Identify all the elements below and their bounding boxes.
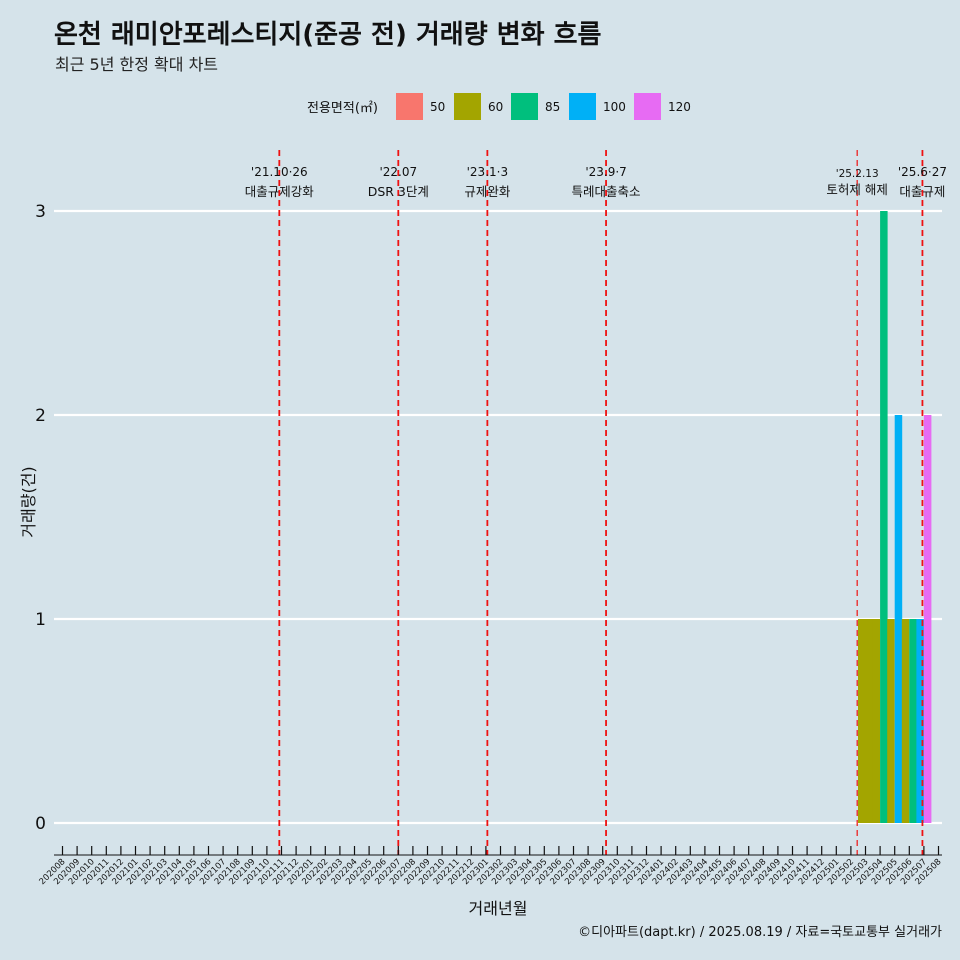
chart-subtitle: 최근 5년 한정 확대 차트 <box>55 55 218 74</box>
y-axis-label: 거래량(건) <box>19 466 38 537</box>
bar-202507-120 <box>923 415 932 823</box>
bar-202503-60 <box>858 619 873 823</box>
event-label-3: 특례대출축소 <box>572 184 641 199</box>
legend-label-60: 60 <box>488 100 503 114</box>
y-tick-label-3: 3 <box>35 202 46 222</box>
event-date-3: '23.9·7 <box>585 165 626 179</box>
legend-swatch-120 <box>634 93 661 120</box>
bar-202507-100 <box>916 619 924 823</box>
bar-202506-60 <box>901 619 910 823</box>
y-axis: 0 1 2 3 <box>35 202 46 834</box>
x-axis-label: 거래년월 <box>469 899 528 918</box>
event-lines: '21.10·26 대출규제강화 '22.07 DSR 3단계 '23.1·3 규제완화 '… <box>245 150 947 855</box>
legend-label-50: 50 <box>430 100 445 114</box>
event-date-1: '22.07 <box>379 165 417 179</box>
legend-label-85: 85 <box>545 100 560 114</box>
bar-202504-85 <box>880 211 888 823</box>
legend-title: 전용면적(㎡) <box>307 101 378 116</box>
event-label-4: 토허제 해제 <box>826 182 887 197</box>
legend-swatch-60 <box>454 93 481 120</box>
bar-202504-60 <box>872 619 881 823</box>
event-label-2: 규제완화 <box>464 184 511 199</box>
bar-202506-85 <box>909 619 917 823</box>
legend-swatch-85 <box>511 93 538 120</box>
event-label-0: 대출규제강화 <box>245 184 315 199</box>
y-tick-label-1: 1 <box>35 610 46 630</box>
legend-label-100: 100 <box>603 100 626 114</box>
event-date-5: '25.6·27 <box>898 165 947 179</box>
event-label-5: 대출규제 <box>899 184 945 199</box>
caption: ©디아파트(dapt.kr) / 2025.08.19 / 자료=국토교통부 실… <box>578 925 942 940</box>
event-date-4: '25.2.13 <box>836 168 879 180</box>
event-date-0: '21.10·26 <box>251 165 308 179</box>
event-date-2: '23.1·3 <box>467 165 508 179</box>
legend-swatch-100 <box>569 93 596 120</box>
event-label-1: DSR 3단계 <box>368 184 429 199</box>
legend-label-120: 120 <box>668 100 691 114</box>
y-tick-label-0: 0 <box>35 814 46 834</box>
legend-swatch-50 <box>396 93 423 120</box>
x-axis: 2020082020092020102020112020122021012021… <box>38 846 944 887</box>
bar-202505-100 <box>894 415 903 823</box>
bar-202505-60 <box>887 619 895 823</box>
y-tick-label-2: 2 <box>35 406 46 426</box>
grid <box>54 209 942 825</box>
chart-title: 온천 래미안포레스티지(준공 전) 거래량 변화 흐름 <box>54 20 602 50</box>
bars <box>858 211 932 823</box>
legend: 전용면적(㎡) 50 60 85 100 120 <box>307 93 691 120</box>
